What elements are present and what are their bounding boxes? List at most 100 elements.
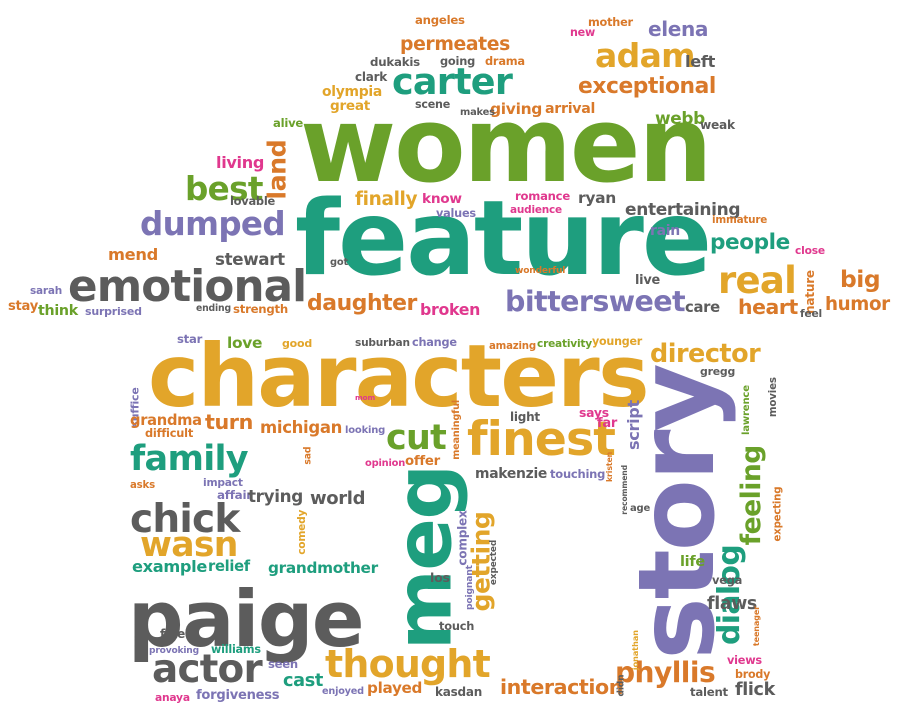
word-didn: didn <box>616 674 627 697</box>
word-flaws: flaws <box>707 594 757 615</box>
word-poignant: poignant <box>463 565 475 610</box>
word-mom: mom <box>355 393 376 403</box>
word-big: big <box>840 265 881 294</box>
word-kasdan: kasdan <box>435 685 483 699</box>
word-provoking: provoking <box>149 646 199 657</box>
word-romance: romance <box>515 189 570 204</box>
word-forgiveness: forgiveness <box>196 687 280 703</box>
word-looking: looking <box>345 425 386 436</box>
word-world: world <box>310 488 366 509</box>
word-stay: stay <box>8 299 38 315</box>
word-strength: strength <box>233 302 288 317</box>
word-stewart: stewart <box>215 248 285 269</box>
word-offer: offer <box>405 454 440 470</box>
word-scene: scene <box>415 97 451 111</box>
word-live: live <box>635 272 660 288</box>
word-wonderful: wonderful <box>515 265 566 276</box>
word-left: left <box>685 51 716 71</box>
word-land: land <box>262 140 292 200</box>
word-michigan: michigan <box>260 417 343 437</box>
word-finest: finest <box>467 411 616 467</box>
word-feel: feel <box>800 306 822 320</box>
word-grandma: grandma <box>130 411 202 429</box>
word-touch: touch <box>439 619 475 634</box>
word-example: example <box>132 556 208 576</box>
word-giving: giving <box>490 100 543 119</box>
word-age: age <box>630 503 651 514</box>
word-close: close <box>795 243 825 257</box>
word-script: script <box>623 400 643 450</box>
word-interaction: interaction <box>500 674 623 699</box>
word-care: care <box>685 298 720 316</box>
word-kristen: kristen <box>605 451 615 483</box>
word-williams: williams <box>211 643 261 657</box>
word-change: change <box>412 336 457 350</box>
word-talent: talent <box>690 685 728 700</box>
word-daughter: daughter <box>307 291 417 316</box>
word-bittersweet: bittersweet <box>505 284 686 318</box>
word-teenager: teenager <box>750 606 761 647</box>
word-cut: cut <box>386 417 447 458</box>
word-rain: rain <box>650 223 680 239</box>
word-grandmother: grandmother <box>268 559 378 578</box>
word-arrival: arrival <box>545 100 596 117</box>
word-amazing: amazing <box>489 340 536 352</box>
word-good: good <box>282 336 312 350</box>
word-younger: younger <box>592 334 643 348</box>
word-real: real <box>718 258 797 302</box>
word-gregg: gregg <box>700 364 736 378</box>
word-thought: thought <box>325 641 491 686</box>
word-feeling: feeling <box>735 444 767 546</box>
word-clark: clark <box>355 70 388 84</box>
word-mend: mend <box>108 244 158 264</box>
word-fine: fine <box>160 627 186 641</box>
word-emotional: emotional <box>68 262 307 313</box>
word-know: know <box>422 191 462 208</box>
word-light: light <box>510 410 540 424</box>
word-says: says <box>579 404 609 420</box>
word-makenzie: makenzie <box>475 466 548 483</box>
word-lawrence: lawrence <box>740 385 752 435</box>
word-olympia: olympia <box>322 84 382 101</box>
word-love: love <box>227 334 263 353</box>
word-trying: trying <box>248 485 303 506</box>
word-adam: adam <box>595 36 696 75</box>
word-broken: broken <box>420 300 481 320</box>
word-entertaining: entertaining <box>625 199 741 220</box>
word-affair: affair <box>217 488 252 502</box>
word-star: star <box>177 332 203 347</box>
word-brody: brody <box>735 667 771 681</box>
word-family: family <box>130 438 249 479</box>
word-people: people <box>710 230 790 256</box>
word-suburban: suburban <box>355 336 410 349</box>
word-webb: webb <box>655 107 705 128</box>
word-asks: asks <box>130 479 155 491</box>
word-dukakis: dukakis <box>370 55 420 70</box>
word-best: best <box>185 169 263 208</box>
word-living: living <box>216 153 265 172</box>
word-sarah: sarah <box>30 284 63 297</box>
word-great: great <box>330 98 370 115</box>
word-think: think <box>38 302 78 319</box>
word-feature: feature <box>295 179 712 300</box>
word-views: views <box>727 654 762 668</box>
word-los: los <box>430 569 450 585</box>
word-audience: audience <box>510 203 562 216</box>
word-ending: ending <box>196 303 231 315</box>
word-humor: humor <box>825 293 890 315</box>
word-cast: cast <box>283 671 323 692</box>
word-wasn: wasn <box>140 524 238 565</box>
word-chick: chick <box>130 497 240 543</box>
word-permeates: permeates <box>400 33 510 55</box>
word-drama: drama <box>485 54 525 69</box>
word-seen: seen <box>268 657 298 672</box>
word-alive: alive <box>273 116 304 131</box>
word-difficult: difficult <box>145 426 194 441</box>
word-flick: flick <box>735 680 775 701</box>
word-elena: elena <box>648 17 708 41</box>
word-weak: weak <box>700 117 735 132</box>
word-values: values <box>436 207 476 221</box>
word-meaningful: meaningful <box>451 400 463 460</box>
word-finally: finally <box>355 188 418 210</box>
